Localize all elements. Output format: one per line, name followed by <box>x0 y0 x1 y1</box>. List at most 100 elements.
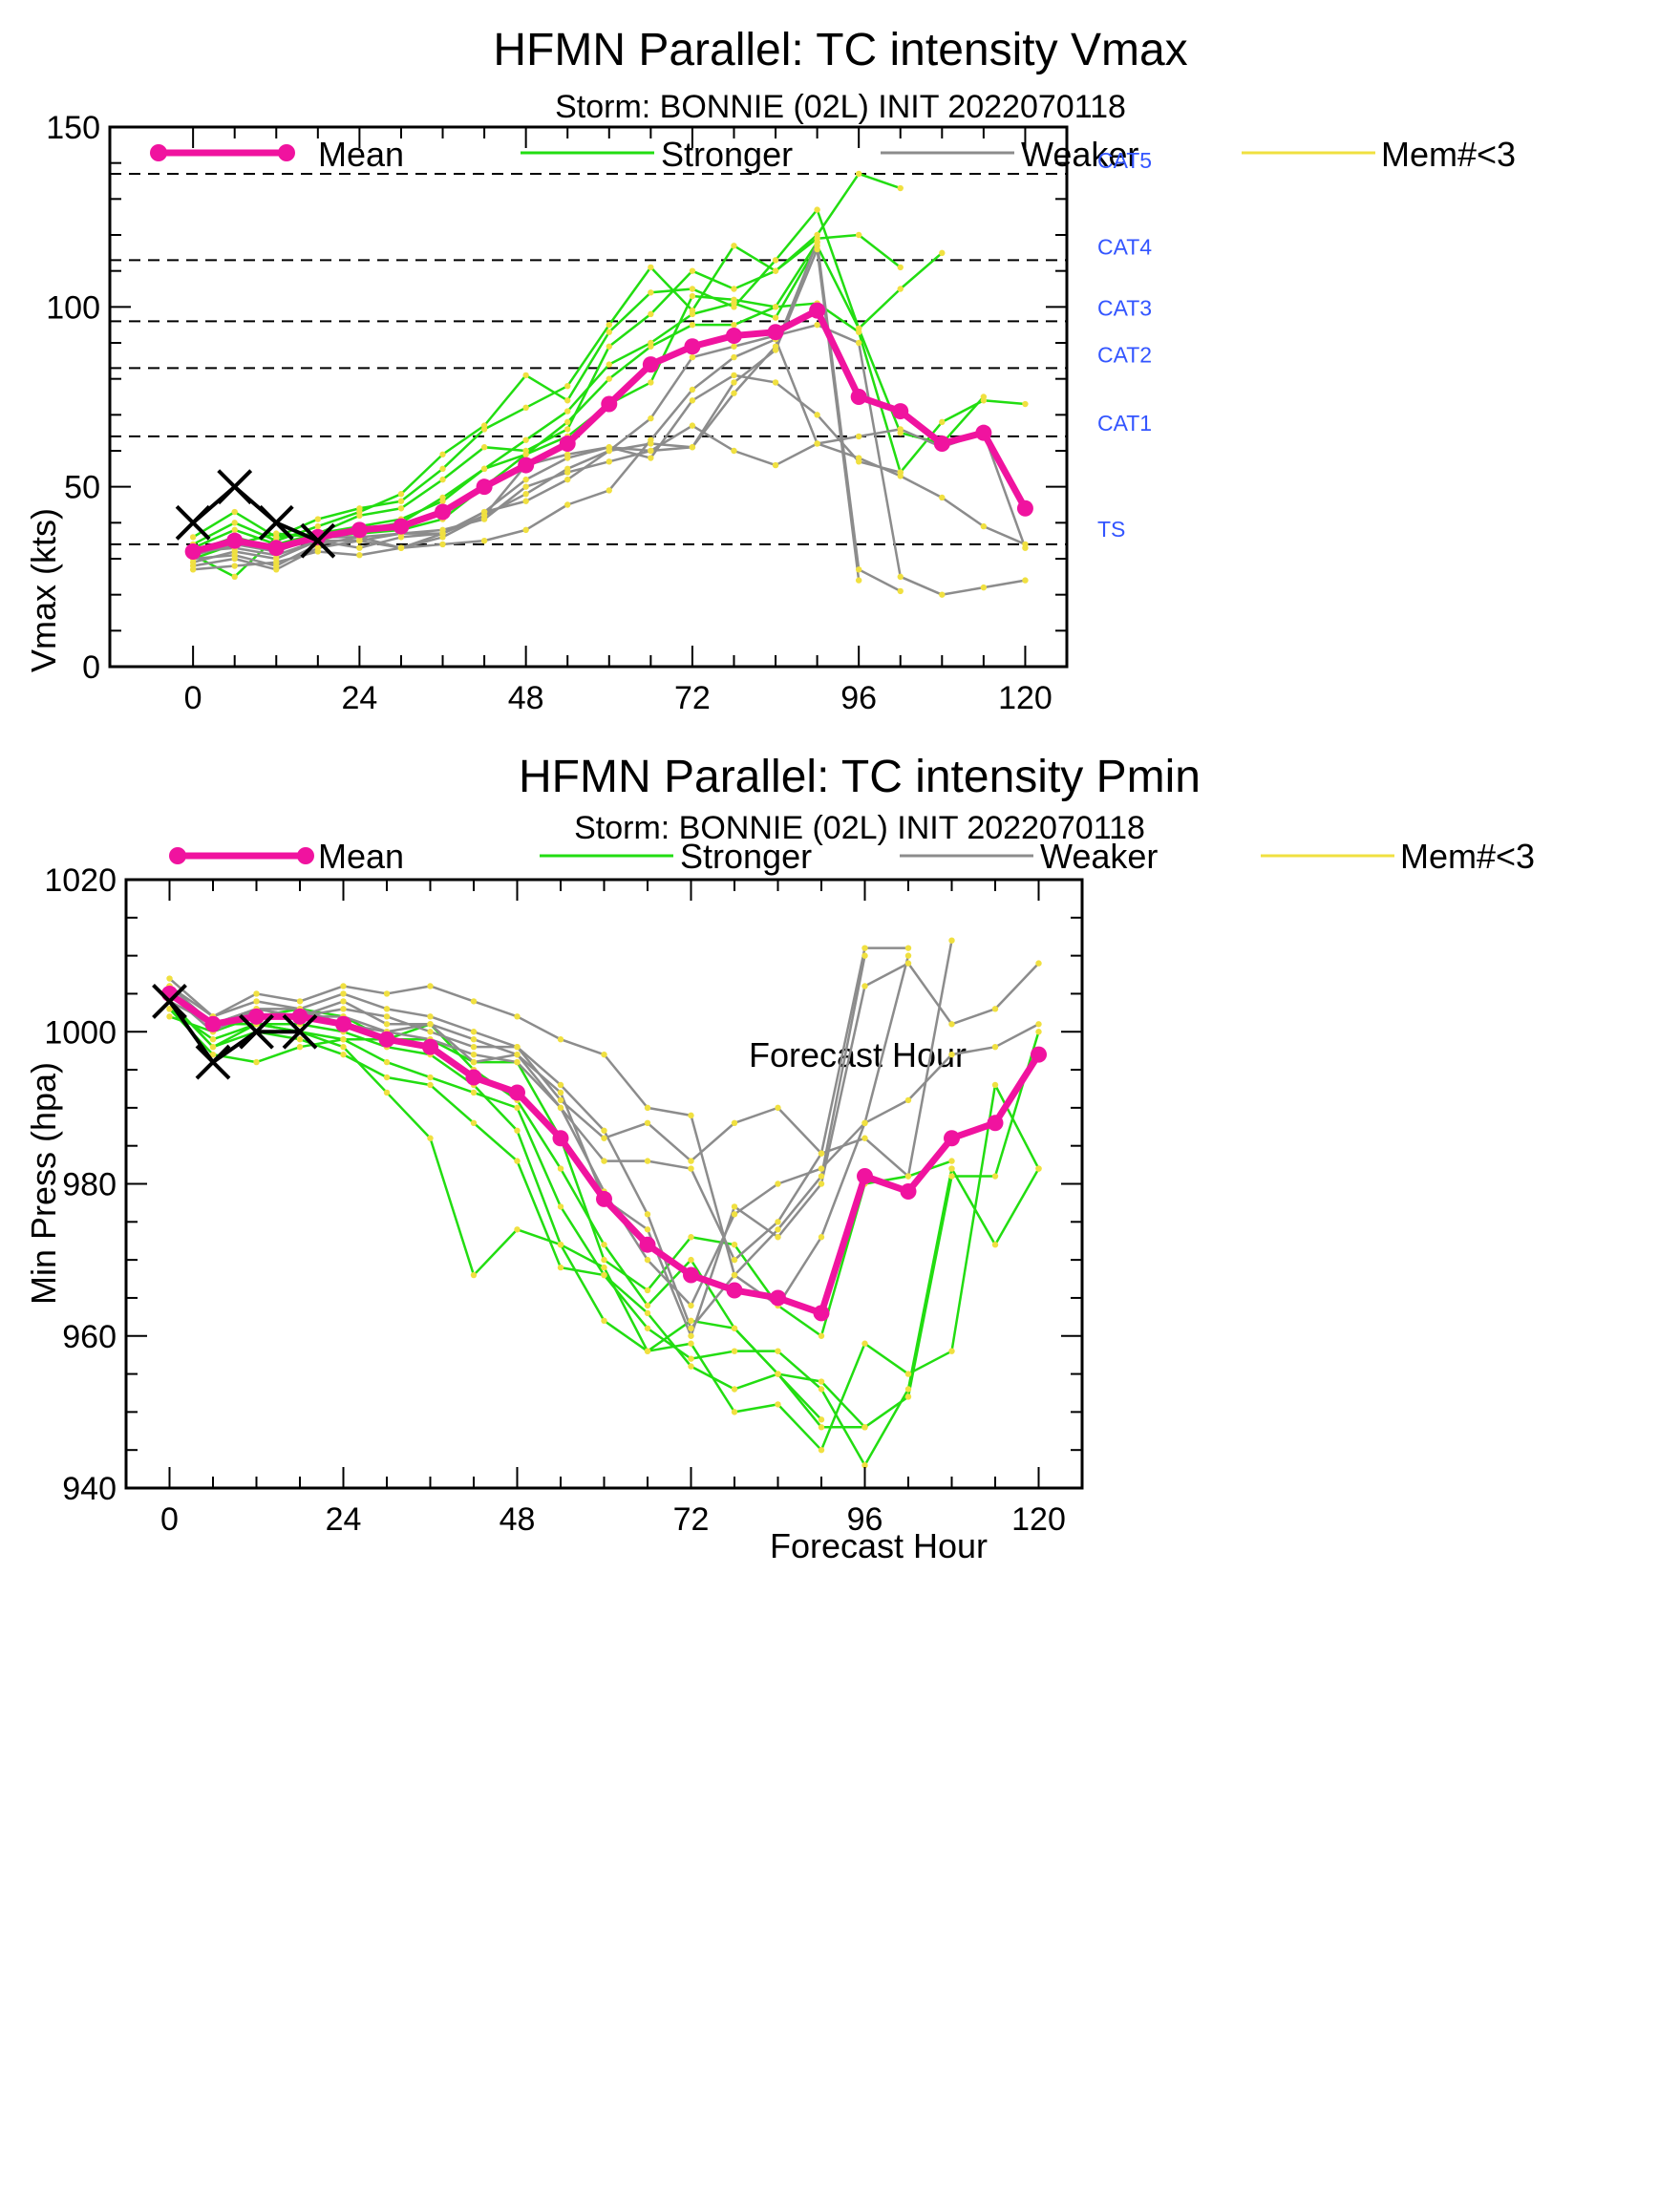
vmax-y-tick-label: 50 <box>64 470 100 506</box>
vmax-member-point <box>689 321 696 329</box>
vmax-member-point <box>855 339 862 347</box>
vmax-member-point <box>564 455 571 461</box>
pmin-member-point <box>427 1013 434 1020</box>
pmin-member-point <box>688 1317 694 1325</box>
pmin-mean-point <box>291 1008 308 1025</box>
vmax-member-point <box>480 508 488 516</box>
vmax-member-point <box>855 325 862 332</box>
pmin-member-point <box>340 998 347 1005</box>
vmax-member-point <box>980 393 988 400</box>
vmax-member-point <box>1022 400 1029 408</box>
vmax-y-axis-label: Vmax (kts) <box>24 508 63 672</box>
vmax-member-point <box>648 415 654 422</box>
vmax-member-point <box>356 552 363 559</box>
pmin-member-point <box>340 983 347 989</box>
vmax-member-point <box>855 170 862 178</box>
vmax-mean-point <box>892 403 909 420</box>
vmax-x-tick-label: 72 <box>674 680 711 716</box>
pmin-member-point <box>340 1006 347 1012</box>
pmin-member-point <box>383 1058 391 1066</box>
pmin-member-point <box>688 1332 694 1339</box>
vmax-member-line-weaker <box>192 373 902 571</box>
vmax-mean-point <box>767 324 784 341</box>
pmin-member-point <box>731 1386 738 1393</box>
vmax-member-point <box>231 573 238 581</box>
vmax-member-point <box>480 422 488 429</box>
vmax-member-point <box>564 501 571 508</box>
vmax-member-point <box>689 310 696 318</box>
vmax-chart-title: HFMN Parallel: TC intensity Vmax <box>493 25 1187 75</box>
pmin-member-point <box>340 1043 347 1051</box>
pmin-member-point <box>991 1081 999 1089</box>
pmin-member-point <box>818 1446 825 1454</box>
vmax-member-point <box>564 383 571 390</box>
vmax-member-point <box>814 440 820 447</box>
pmin-member-point <box>644 1104 651 1112</box>
vmax-member-line-stronger <box>192 172 902 549</box>
pmin-member-point <box>904 1096 912 1104</box>
pmin-member-point <box>775 1180 781 1187</box>
vmax-member-point <box>522 451 529 457</box>
pmin-member-point <box>731 1119 738 1126</box>
pmin-x-tick-label: 0 <box>160 1501 179 1538</box>
pmin-member-point <box>557 1089 564 1096</box>
vmax-member-point <box>564 476 571 483</box>
vmax-member-point <box>522 526 529 534</box>
vmax-member-point <box>814 231 820 239</box>
vmax-member-point <box>189 534 197 541</box>
pmin-member-point <box>557 1165 564 1172</box>
vmax-mean-point <box>1016 500 1033 517</box>
vmax-member-point <box>439 476 446 483</box>
pmin-member-point <box>775 1348 781 1354</box>
vmax-x-tick-label: 24 <box>341 680 377 716</box>
pmin-member-line-stronger <box>169 1008 952 1337</box>
vmax-member-line-stronger <box>192 245 985 579</box>
pmin-member-point <box>340 1051 347 1058</box>
vmax-member-point <box>231 520 238 526</box>
vmax-member-point <box>397 544 405 551</box>
pmin-member-point <box>904 1393 912 1400</box>
pmin-y-tick-label: 980 <box>62 1167 117 1203</box>
pmin-member-point <box>470 1119 478 1126</box>
pmin-member-point <box>514 1051 521 1058</box>
vmax-member-point <box>897 184 904 192</box>
vmax-member-point <box>689 444 696 451</box>
vmax-x-tick-label: 120 <box>998 680 1053 716</box>
pmin-member-point <box>166 975 173 982</box>
pmin-member-point <box>601 1158 607 1164</box>
legend-mean-dot <box>278 144 295 161</box>
vmax-member-line-stronger <box>192 241 819 561</box>
vmax-member-point <box>689 397 696 404</box>
pmin-member-point <box>427 983 434 989</box>
pmin-mean-point <box>248 1008 265 1025</box>
pmin-member-point <box>688 1165 694 1172</box>
vmax-member-point <box>980 522 988 530</box>
vmax-member-point <box>522 476 529 483</box>
pmin-member-point <box>470 998 478 1005</box>
vmax-legend: Mean Stronger Weaker Mem#<3 <box>150 135 1516 174</box>
pmin-member-point <box>253 990 260 997</box>
pmin-chart: HFMN Parallel: TC intensity Pmin Storm: … <box>24 752 1535 1565</box>
pmin-member-point <box>1035 1021 1042 1028</box>
vmax-member-point <box>480 537 488 544</box>
pmin-member-point <box>514 1158 521 1164</box>
vmax-member-point <box>606 329 612 335</box>
vmax-mean-point <box>476 479 493 496</box>
pmin-member-point <box>557 1036 564 1043</box>
vmax-member-point <box>648 447 654 455</box>
vmax-mean-point <box>393 518 410 535</box>
pmin-member-point <box>818 1416 825 1423</box>
pmin-member-line-stronger <box>168 1008 865 1429</box>
vmax-mean-point <box>518 457 535 474</box>
vmax-member-point <box>1022 577 1029 584</box>
vmax-member-point <box>522 491 529 498</box>
pmin-x-tick-label: 120 <box>1011 1501 1066 1538</box>
vmax-member-point <box>439 465 446 473</box>
pmin-plot-area: 940 960 980 1000 1020 0 24 48 72 96 120 <box>44 862 1084 1538</box>
pmin-member-point <box>601 1127 607 1134</box>
pmin-member-point <box>861 983 868 989</box>
vmax-member-point <box>273 559 280 565</box>
pmin-member-point <box>601 1317 607 1325</box>
vmax-member-point <box>273 530 280 537</box>
vmax-y-tick-label: 0 <box>82 649 100 686</box>
